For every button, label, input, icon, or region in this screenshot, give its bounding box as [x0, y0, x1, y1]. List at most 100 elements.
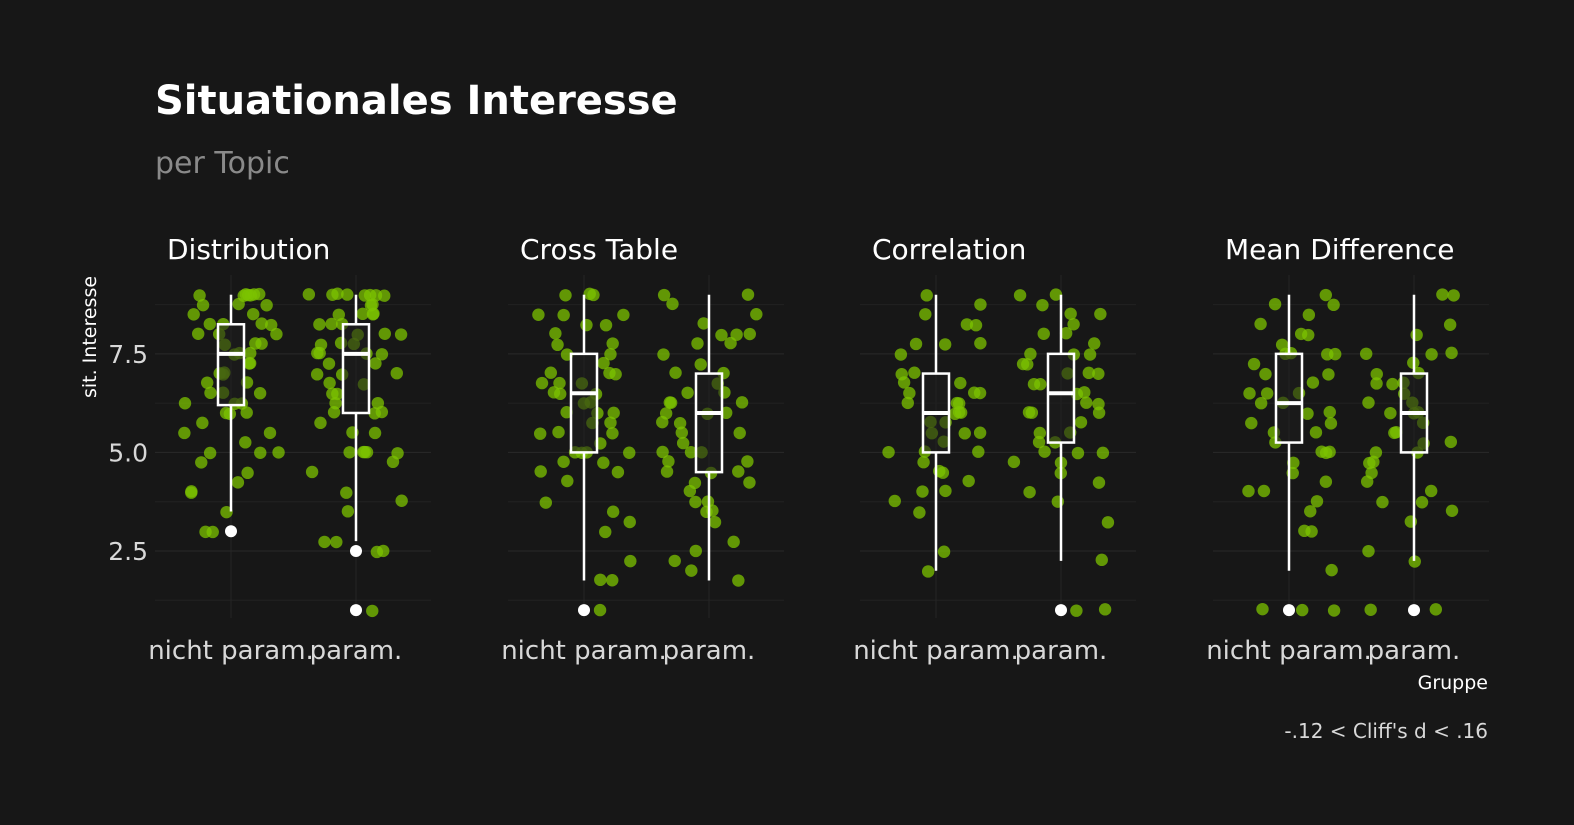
facet-title: Cross Table — [520, 233, 678, 266]
data-point — [727, 535, 740, 549]
data-point — [231, 476, 245, 489]
data-point — [599, 318, 613, 332]
data-point — [1443, 318, 1457, 331]
data-point — [607, 406, 620, 420]
data-point — [939, 484, 952, 498]
data-point — [1370, 367, 1383, 381]
x-tick-label: param. — [310, 636, 403, 666]
data-point — [743, 476, 756, 489]
data-point — [1447, 289, 1460, 302]
data-point — [937, 545, 951, 558]
data-point — [196, 298, 210, 312]
data-point — [255, 337, 268, 350]
data-point — [1033, 426, 1047, 440]
data-point — [220, 505, 233, 519]
data-point — [697, 317, 710, 330]
data-point — [920, 289, 933, 302]
data-point — [243, 357, 257, 370]
data-point — [1319, 475, 1333, 488]
data-point — [253, 287, 266, 301]
outlier-point — [1055, 604, 1067, 617]
x-tick-label: param. — [1015, 636, 1108, 666]
data-point — [244, 346, 257, 360]
data-point — [327, 406, 341, 419]
data-point — [313, 318, 326, 331]
data-point — [1369, 446, 1383, 459]
data-point — [913, 506, 926, 519]
data-point — [962, 474, 975, 488]
data-point — [1092, 367, 1105, 380]
data-point — [732, 465, 745, 478]
data-point — [1092, 476, 1106, 489]
data-point — [973, 386, 987, 400]
data-point — [624, 554, 637, 568]
data-point — [178, 426, 191, 440]
facet-panel: Distribution nicht param.param. — [148, 233, 431, 666]
box — [341, 323, 371, 415]
x-tick-label: nicht param. — [1206, 636, 1372, 666]
data-point — [1074, 416, 1088, 429]
x-tick-label: nicht param. — [501, 636, 667, 666]
data-point — [341, 505, 355, 518]
data-point — [1325, 563, 1338, 577]
data-point — [657, 348, 670, 361]
data-point — [199, 525, 212, 539]
x-tick-label: param. — [1368, 636, 1461, 666]
data-point — [1247, 357, 1261, 371]
data-point — [675, 426, 688, 439]
outlier-point — [350, 604, 362, 617]
data-point — [1083, 348, 1097, 361]
data-point — [1254, 317, 1267, 331]
data-point — [656, 415, 669, 429]
data-point — [580, 318, 593, 332]
data-point — [557, 455, 570, 468]
data-point — [326, 288, 339, 301]
chart-title: Situationales Interesse — [155, 78, 678, 124]
data-point — [1445, 504, 1459, 517]
data-point — [369, 357, 382, 370]
data-point — [921, 565, 935, 578]
data-point — [241, 466, 254, 480]
y-tick-label: 5.0 — [108, 438, 148, 467]
data-point — [330, 535, 343, 549]
data-point — [318, 535, 331, 549]
data-point — [1376, 495, 1389, 509]
data-point — [557, 308, 570, 322]
data-point — [360, 446, 374, 459]
box — [569, 352, 599, 454]
data-point — [606, 337, 619, 350]
data-point — [888, 494, 901, 508]
data-point — [544, 366, 558, 379]
y-tick-label: 7.5 — [108, 340, 148, 369]
data-point — [897, 376, 911, 389]
data-point — [340, 486, 353, 499]
data-point — [1306, 376, 1320, 389]
data-point — [551, 338, 564, 352]
data-point — [603, 366, 616, 380]
data-point — [597, 456, 610, 469]
data-point — [1359, 347, 1373, 360]
data-point — [594, 573, 607, 587]
data-point — [1302, 308, 1316, 322]
data-point — [375, 348, 389, 361]
data-point — [1259, 367, 1272, 381]
data-point — [323, 376, 336, 390]
data-point — [916, 485, 929, 498]
y-tick-label: 2.5 — [108, 537, 148, 566]
data-point — [1256, 602, 1269, 616]
data-point — [1301, 407, 1314, 420]
outlier-point — [1283, 604, 1295, 617]
data-point — [533, 427, 547, 440]
data-point — [552, 425, 565, 439]
data-point — [1034, 378, 1047, 391]
data-point — [270, 327, 283, 341]
data-point — [1386, 377, 1399, 391]
data-point — [743, 327, 756, 341]
data-point — [378, 327, 392, 340]
data-point — [958, 427, 971, 440]
facet-title: Correlation — [872, 233, 1026, 266]
x-tick-label: nicht param. — [148, 636, 314, 666]
data-point — [260, 299, 273, 312]
data-point — [375, 405, 389, 419]
